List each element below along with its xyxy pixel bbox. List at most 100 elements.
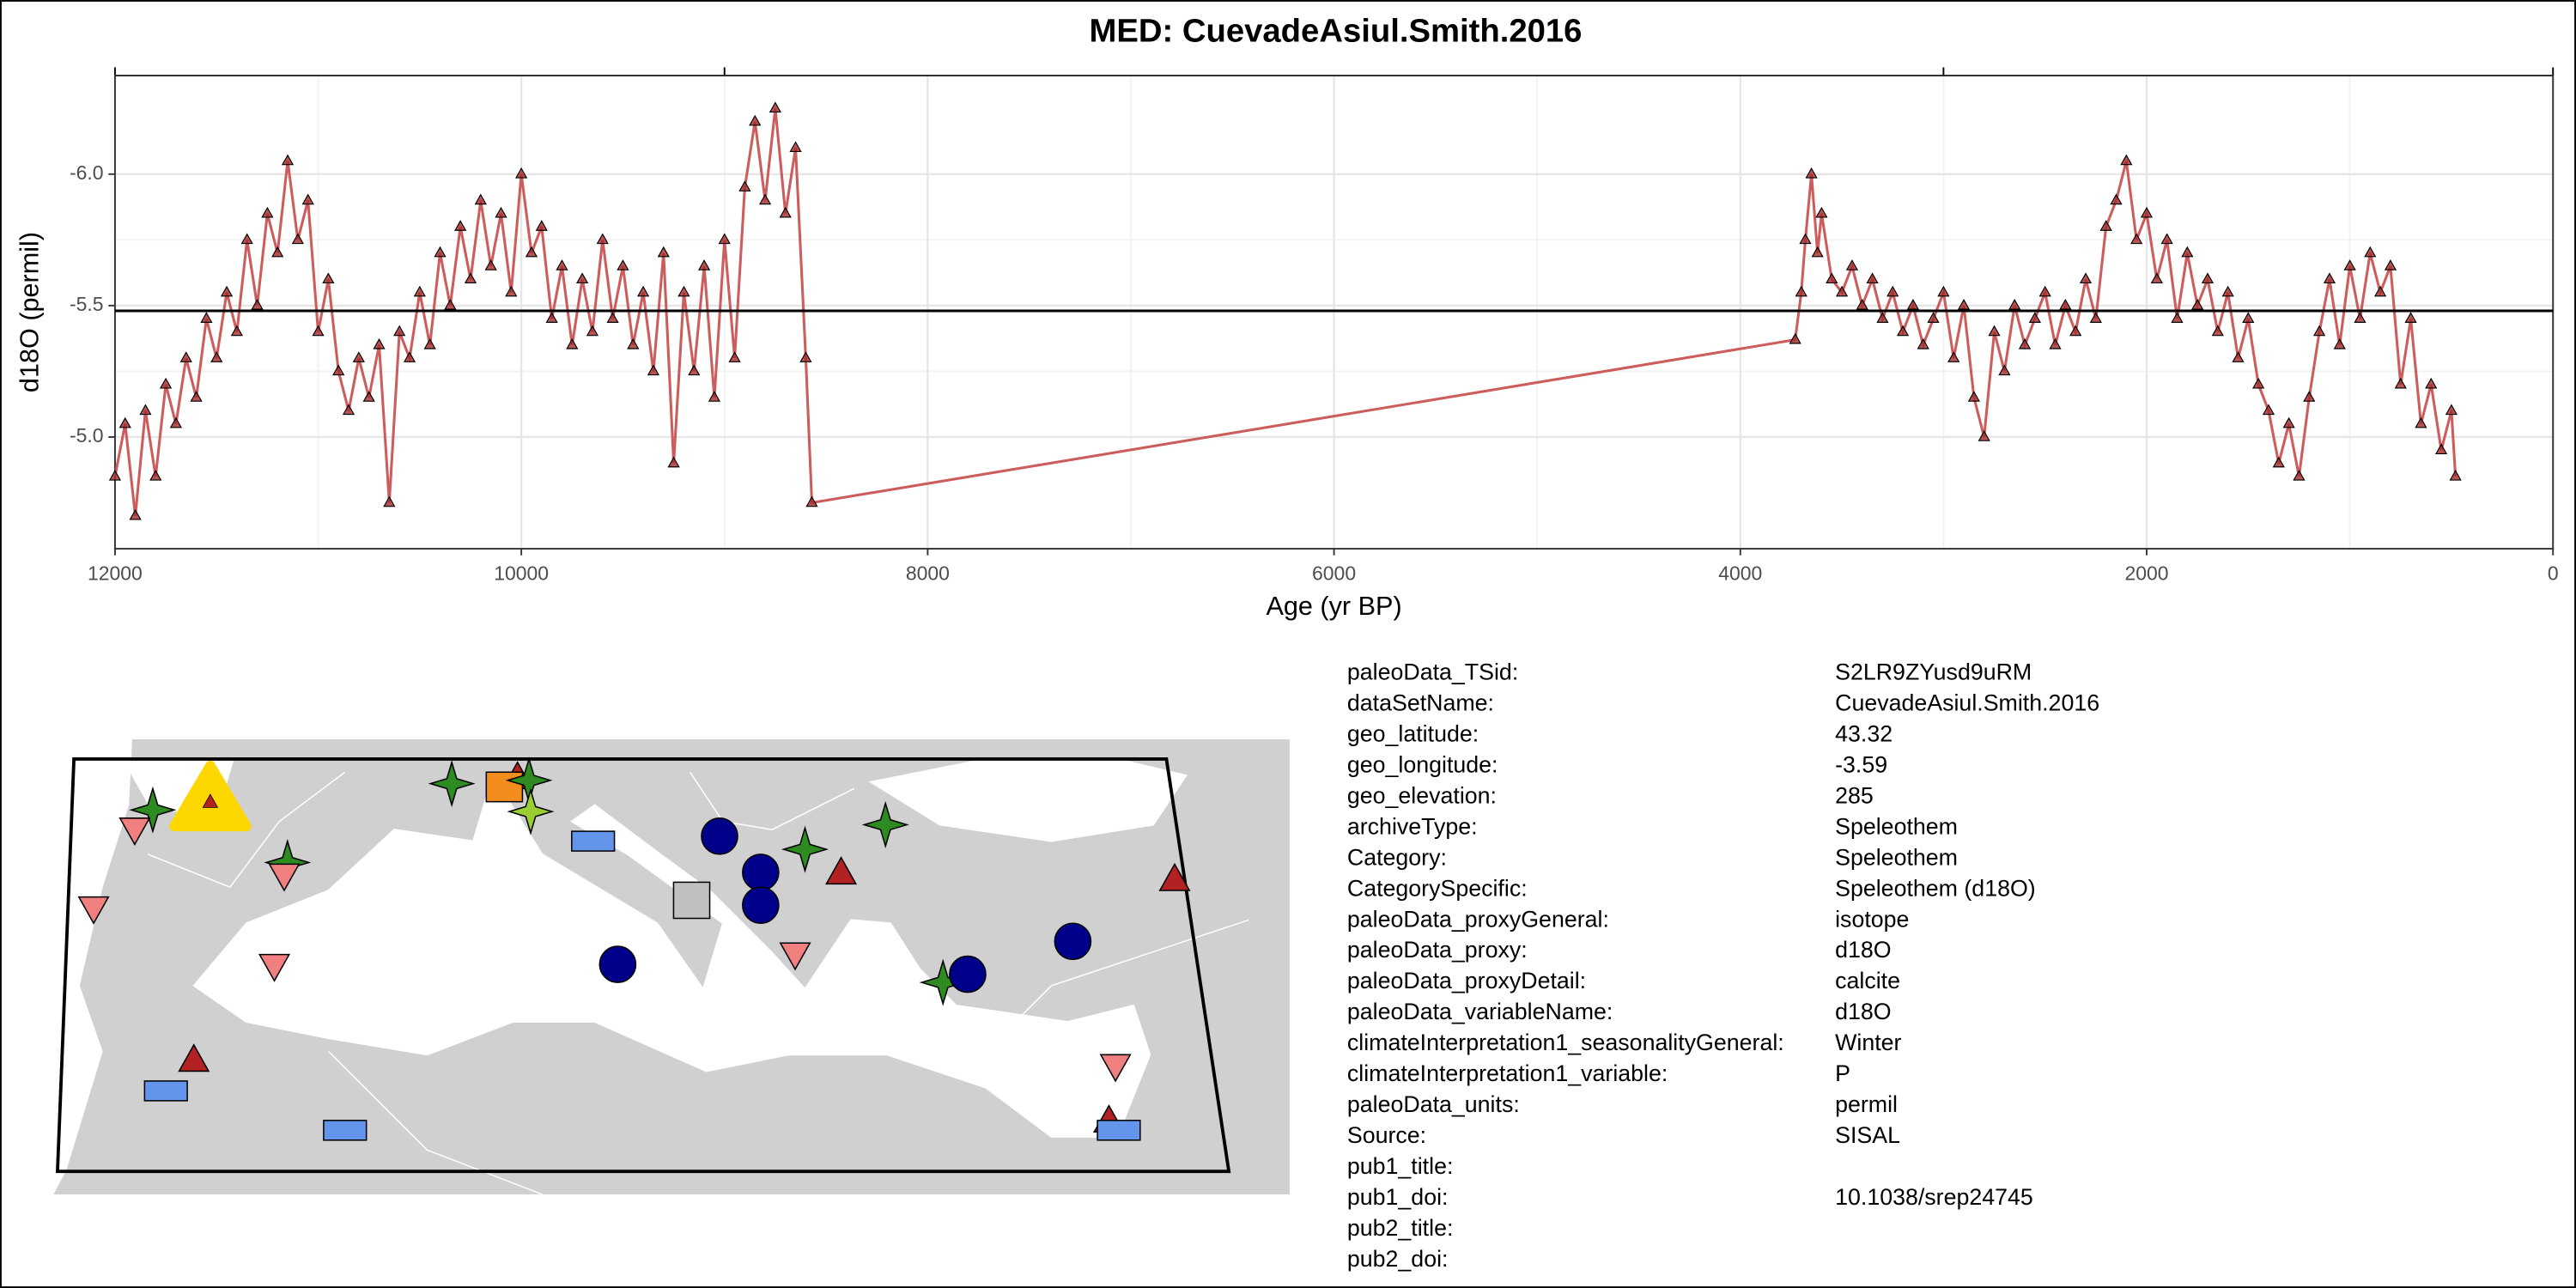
border (689, 771, 855, 830)
data-point (697, 259, 711, 270)
meta-value: Speleothem (1835, 844, 1958, 870)
site-markers (77, 757, 1191, 1141)
data-point (1978, 430, 1990, 441)
data-point (1835, 285, 1849, 297)
data-point (383, 495, 396, 507)
data-point (2252, 377, 2265, 389)
data-point (373, 337, 386, 349)
data-point (1799, 233, 1812, 245)
data-point (210, 351, 223, 362)
data-point (230, 325, 243, 337)
data-point (2242, 312, 2255, 323)
data-point (179, 351, 192, 362)
data-point (586, 325, 599, 337)
data-point (139, 404, 152, 416)
meta-value: S2LR9ZYusd9uRM (1835, 659, 2032, 685)
data-point (2232, 351, 2245, 362)
data-point (606, 312, 619, 323)
meta-key: Source: (1347, 1122, 1426, 1148)
data-point (738, 180, 751, 191)
data-point (2211, 325, 2224, 337)
x-tick-label: 6000 (1312, 562, 1356, 585)
x-tick-label: 12000 (88, 562, 143, 585)
data-point (2415, 416, 2427, 428)
meta-value: Winter (1835, 1030, 1901, 1055)
data-point (2445, 404, 2458, 416)
data-point (159, 377, 173, 389)
data-point (220, 285, 234, 297)
data-point (169, 416, 183, 428)
data-point (2191, 298, 2204, 310)
data-point (545, 312, 558, 323)
x-tick-label: 4000 (1718, 562, 1762, 585)
data-point (1998, 364, 2011, 376)
meta-value: Speleothem (d18O) (1835, 875, 2036, 901)
data-point (1937, 285, 1950, 297)
data-point (261, 206, 274, 218)
data-point (474, 193, 487, 205)
y-axis-label: d18O (permil) (15, 232, 44, 392)
x-tick-label: 0 (2548, 562, 2559, 585)
map-frame (55, 757, 1231, 1174)
meta-value: P (1835, 1060, 1850, 1086)
data-point (1988, 325, 2001, 337)
data-point (1856, 298, 1868, 310)
data-point (434, 246, 447, 258)
data-point (2313, 325, 2326, 337)
data-point (2434, 443, 2448, 455)
data-point (301, 193, 314, 205)
data-point (2333, 337, 2346, 349)
data-point (332, 364, 345, 376)
data-point (525, 246, 538, 258)
data-point (749, 114, 762, 126)
data-point (2059, 298, 2072, 310)
data-point (1811, 246, 1824, 258)
data-point (556, 259, 568, 270)
data-point (240, 233, 253, 245)
data-point (515, 167, 528, 179)
meta-value: SISAL (1835, 1122, 1900, 1148)
data-point (637, 285, 650, 297)
meta-key: paleoData_proxyDetail: (1347, 968, 1586, 993)
meta-key: dataSetName: (1347, 690, 1494, 715)
data-point (769, 101, 782, 113)
meta-key: CategorySpecific: (1347, 875, 1528, 901)
x-axis-label: Age (yr BP) (1266, 592, 1401, 621)
y-tick-label: -5.0 (70, 424, 104, 447)
data-point (1957, 298, 1971, 310)
data-point (2373, 285, 2387, 297)
data-point (2181, 246, 2194, 258)
x-tick-label: 2000 (2124, 562, 2168, 585)
data-point (1917, 337, 1929, 349)
data-point (190, 391, 203, 402)
data-point (2201, 272, 2215, 284)
data-point (1789, 332, 1801, 344)
site-marker (323, 1120, 368, 1141)
site-marker (742, 886, 780, 925)
meta-key: pub2_title: (1347, 1215, 1454, 1241)
data-point (2364, 246, 2377, 258)
data-point (2303, 391, 2316, 402)
meta-key: geo_longitude: (1347, 751, 1498, 777)
site-marker (598, 945, 637, 983)
data-point (2120, 154, 2133, 166)
site-marker (1097, 1120, 1141, 1141)
data-point (505, 285, 518, 297)
meta-key: geo_latitude: (1347, 720, 1479, 746)
meta-key: paleoData_proxy: (1347, 937, 1528, 963)
data-point (352, 351, 365, 362)
data-point (627, 337, 640, 349)
meta-value: 285 (1835, 782, 1874, 808)
site-marker (742, 854, 780, 891)
mediterranean (192, 773, 1151, 1138)
data-point (708, 391, 721, 402)
data-point (2110, 193, 2123, 205)
data-point (2272, 456, 2285, 468)
border (147, 771, 346, 889)
data-point (2394, 377, 2407, 389)
meta-key: geo_elevation: (1347, 782, 1497, 808)
data-point (403, 351, 416, 362)
data-point (129, 508, 142, 520)
